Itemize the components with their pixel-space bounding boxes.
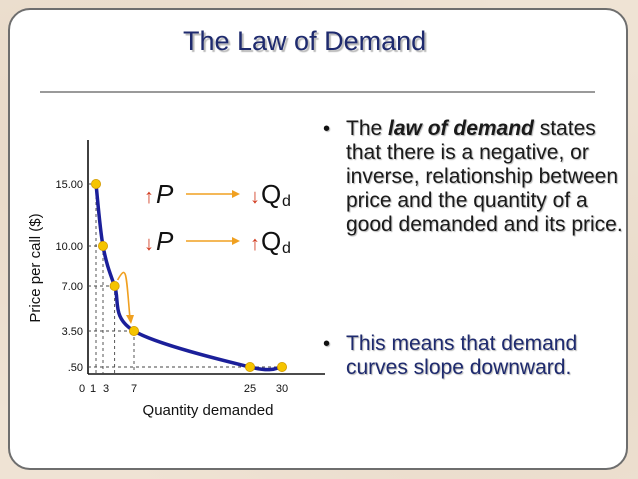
bullet-law-of-demand: • The law of demand states that there is… (323, 117, 623, 237)
data-point-5 (276, 361, 287, 372)
annotation-row-2-arrowhead (232, 237, 240, 245)
bullet-text-before: The (346, 117, 389, 140)
annotation-row-2-right-arrow: ↑ (250, 233, 260, 255)
bullet-text: The law of demand states that there is a… (346, 117, 623, 237)
slide-title: The Law of Demand (183, 26, 427, 56)
y-tick-label-2: 7.00 (62, 281, 83, 293)
x-tick-label-3: 7 (131, 383, 137, 395)
annotation-row-2-left-letter: P (156, 226, 174, 256)
data-point-0 (91, 178, 102, 189)
y-tick-label-1: 10.00 (55, 241, 83, 253)
movement-arrowhead (126, 315, 134, 324)
x-tick-label-2: 3 (103, 383, 109, 395)
x-tick-label-4: 25 (244, 383, 256, 395)
y-tick-label-4: .50 (68, 362, 83, 374)
bullet-text: This means that demand curves slope down… (346, 332, 578, 379)
annotation-row-1-right-arrow: ↓ (250, 186, 260, 208)
data-point-1 (98, 240, 109, 251)
data-point-3 (128, 325, 139, 336)
data-point-4 (244, 361, 255, 372)
annotation-row-1-subscript: d (282, 193, 291, 210)
annotation-row-1-left-letter: P (156, 179, 174, 209)
bullet-dot-icon: • (323, 118, 331, 140)
annotation-row-1-arrowhead (232, 190, 240, 198)
bullet-text-after: states that there is a negative, or inve… (346, 117, 623, 236)
title-divider (40, 91, 595, 93)
y-axis-label: Price per call ($) (27, 213, 44, 322)
annotation-row-2-subscript: d (282, 240, 291, 257)
demand-curve (94, 182, 284, 372)
bullet-slope: • This means that demand curves slope do… (323, 332, 623, 380)
x-axis-label: Quantity demanded (143, 402, 274, 419)
bullet-term: law of demand (388, 117, 534, 140)
data-point-2 (109, 280, 120, 291)
annotation-row-2-right-letter: Q (261, 226, 281, 256)
x-tick-label-0: 0 (79, 383, 85, 395)
y-tick-label-3: 3.50 (62, 326, 83, 338)
slide-panel (8, 8, 628, 470)
annotation-row-1-left-arrow: ↑ (144, 186, 154, 208)
y-tick-label-0: 15.00 (55, 179, 83, 191)
x-tick-label-1: 1 (90, 383, 96, 395)
bullet-dot-icon: • (323, 333, 331, 355)
annotation-row-2-left-arrow: ↓ (144, 233, 154, 255)
movement-arrow (116, 271, 131, 320)
annotation-row-1-right-letter: Q (261, 179, 281, 209)
x-tick-label-5: 30 (276, 383, 288, 395)
